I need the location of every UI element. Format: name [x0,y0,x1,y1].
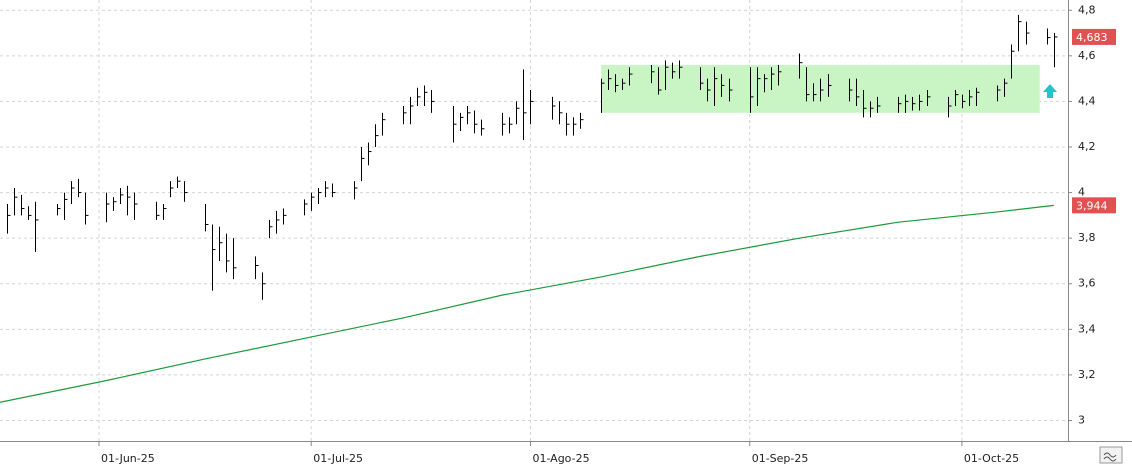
settings-button[interactable] [1099,446,1123,464]
price-label-box [1072,197,1116,214]
y-tick-label: 3,6 [1078,277,1096,290]
y-tick-label: 3,4 [1078,322,1096,335]
price-label: 3,944 [1076,199,1108,212]
y-tick-label: 4 [1078,186,1085,199]
y-tick-label: 4,2 [1078,140,1096,153]
x-tick-label: 01-Jun-25 [101,452,155,465]
x-tick-label: 01-Oct-25 [964,452,1019,465]
x-tick-label: 01-Sep-25 [752,452,809,465]
y-tick-label: 4,8 [1078,3,1096,16]
x-tick-label: 01-Ago-25 [532,452,589,465]
y-tick-label: 3,8 [1078,231,1096,244]
x-tick-label: 01-Jul-25 [313,452,363,465]
moving-average [0,204,1054,403]
price-label: 4,683 [1076,31,1108,44]
up-arrow [1043,84,1057,98]
y-tick-label: 4,4 [1078,94,1096,107]
y-tick-label: 4,6 [1078,49,1096,62]
settings-icon [1103,452,1117,462]
y-tick-label: 3,2 [1078,368,1096,381]
price-label-box [1072,28,1116,45]
y-tick-label: 3 [1078,413,1085,426]
